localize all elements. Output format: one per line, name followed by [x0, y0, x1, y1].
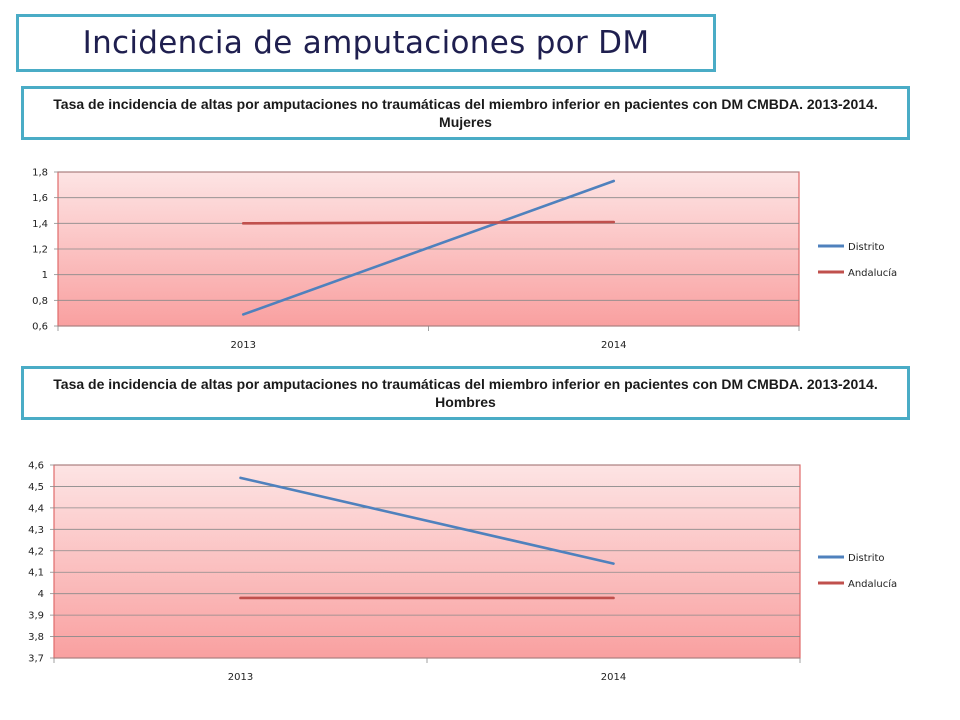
series-line-andalucía — [241, 220, 616, 225]
chart-title-hombres: Tasa de incidencia de altas por amputaci… — [53, 376, 878, 410]
legend-label: Distrito — [848, 242, 885, 253]
line-chart-hombres: 3,7 3,8 3,9 4 4,1 4,2 4,3 4,4 4,5 4,6 2013 2014 Dist… — [28, 461, 897, 684]
line-chart-mujeres: 0,6 0,8 1 1,2 1,4 1,6 1,8 2013 2014 Distrito Andal… — [32, 168, 897, 352]
y-tick-label: 4,3 — [28, 525, 44, 536]
x-tick-label: 2014 — [601, 340, 626, 351]
series-line-distrito — [239, 476, 615, 565]
chart-title-box-mujeres: Tasa de incidencia de altas por amputaci… — [21, 86, 910, 140]
y-tick-label: 0,6 — [32, 322, 48, 333]
series-line-distrito — [241, 179, 616, 316]
legend-label: Andalucía — [848, 267, 897, 279]
legend-label: Andalucía — [848, 578, 897, 590]
chart-title-mujeres: Tasa de incidencia de altas por amputaci… — [53, 96, 878, 130]
slide-title: Incidencia de amputaciones por DM — [82, 25, 650, 61]
y-tick-label: 3,7 — [28, 654, 44, 665]
y-tick-label: 4,1 — [28, 568, 44, 579]
legend-label: Distrito — [848, 553, 885, 564]
y-tick-label: 4,6 — [28, 461, 44, 472]
y-tick-label: 3,8 — [28, 632, 44, 643]
plot-area — [53, 464, 801, 659]
y-tick-label: 4,4 — [28, 503, 44, 514]
y-tick-label: 4,5 — [28, 482, 44, 493]
y-tick-label: 1,2 — [32, 245, 48, 256]
y-tick-label: 4 — [38, 589, 44, 600]
x-tick-label: 2013 — [231, 340, 256, 351]
y-tick-label: 1,8 — [32, 168, 48, 179]
y-tick-label: 3,9 — [28, 611, 44, 622]
y-tick-label: 4,2 — [28, 546, 44, 557]
y-tick-label: 1,6 — [32, 193, 48, 204]
y-tick-label: 1 — [42, 270, 48, 281]
x-tick-label: 2013 — [228, 672, 253, 683]
y-tick-label: 0,8 — [32, 296, 48, 307]
y-tick-label: 1,4 — [32, 219, 48, 230]
chart-title-box-hombres: Tasa de incidencia de altas por amputaci… — [21, 366, 910, 420]
x-tick-label: 2014 — [601, 672, 626, 683]
slide-title-box: Incidencia de amputaciones por DM — [16, 14, 716, 72]
